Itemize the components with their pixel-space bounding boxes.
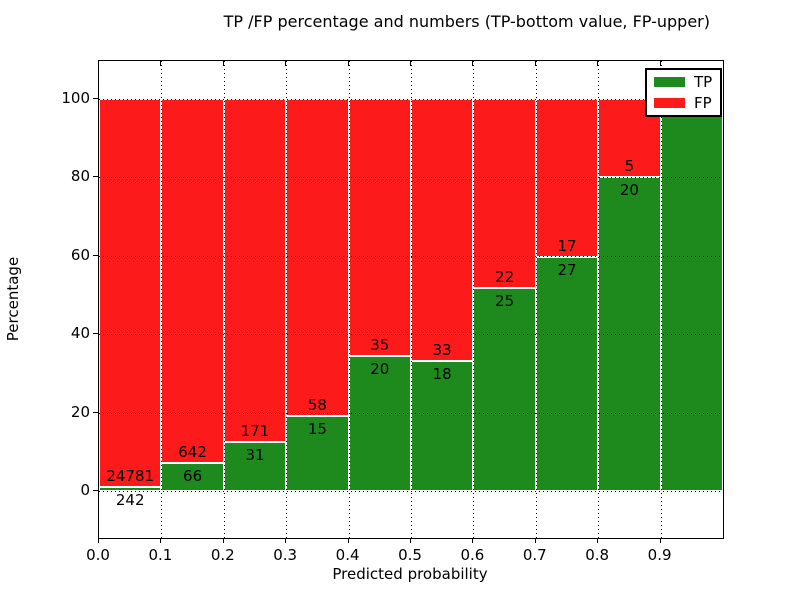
x-axis-label: Predicted probability [332, 565, 488, 583]
tp-count-label: 66 [183, 467, 203, 486]
tp-bar-segment [535, 256, 599, 491]
legend-item-fp: FP [654, 95, 720, 111]
tp-count-label: 15 [307, 420, 327, 439]
v-gridline [473, 61, 475, 538]
x-tick-label: 0.2 [210, 546, 235, 564]
fp-bar-segment [161, 99, 224, 464]
fp-count-label: 58 [307, 396, 327, 415]
y-tick-mark [93, 254, 98, 256]
legend-label-fp: FP [694, 93, 712, 112]
fp-bar-segment [99, 99, 162, 488]
h-gridline [99, 177, 723, 179]
x-tick-mark [160, 61, 162, 66]
fp-count-label: 17 [557, 236, 577, 255]
fp-count-label: 642 [178, 443, 207, 462]
plot-area: 24781 242 642 66 171 31 58 15 35 20 33 18 22 25 17 27 5 2… [98, 60, 724, 539]
x-tick-mark [285, 538, 287, 543]
y-tick-mark [93, 333, 98, 335]
v-gridline [223, 61, 225, 538]
y-tick-mark [93, 411, 98, 413]
x-tick-mark [410, 538, 411, 543]
x-tick-label: 0.0 [86, 546, 110, 564]
h-gridline [99, 255, 723, 257]
x-tick-label: 0.4 [335, 546, 360, 564]
tp-bar-segment [473, 287, 536, 491]
legend: TP FP [645, 68, 722, 117]
x-tick-mark [534, 538, 536, 543]
v-gridline [161, 61, 163, 538]
tp-count-label: 18 [432, 364, 452, 383]
x-tick-label: 0.1 [148, 546, 173, 564]
x-tick-mark [98, 538, 99, 543]
x-tick-mark [347, 61, 349, 66]
tp-count-label: 20 [370, 360, 390, 379]
y-tick-label: 100 [61, 89, 90, 107]
x-tick-mark [347, 538, 349, 543]
fp-count-label: 35 [370, 336, 390, 355]
x-tick-mark [160, 538, 162, 543]
x-tick-mark [222, 61, 224, 66]
chart-title-line1: TP /FP percentage and numbers (TP-bottom… [223, 12, 710, 31]
v-gridline [535, 61, 537, 538]
y-tick-label: 60 [70, 245, 90, 264]
tp-count-label: 242 [115, 491, 145, 510]
legend-label-tp: TP [694, 73, 713, 92]
v-gridline [660, 61, 662, 538]
fp-bar-segment [223, 99, 287, 442]
x-tick-mark [597, 61, 599, 66]
fp-swatch-icon [654, 97, 685, 108]
v-gridline [598, 61, 600, 538]
tp-count-label: 27 [557, 260, 577, 279]
v-gridline [411, 61, 412, 538]
tp-count-label: 31 [245, 445, 265, 464]
y-tick-label: 20 [70, 402, 90, 421]
fp-bar-segment [411, 99, 474, 361]
x-tick-mark [472, 61, 474, 66]
x-tick-mark [534, 61, 536, 66]
x-tick-label: 0.9 [647, 546, 672, 564]
legend-item-tp: TP [654, 74, 720, 90]
y-tick-mark [93, 98, 98, 99]
x-tick-mark [659, 61, 661, 66]
h-gridline [99, 334, 723, 336]
x-tick-label: 0.8 [585, 546, 610, 564]
x-tick-label: 0.5 [398, 546, 422, 564]
x-tick-mark [597, 538, 599, 543]
h-gridline [99, 412, 723, 414]
x-tick-mark [285, 61, 287, 66]
h-gridline [99, 99, 723, 100]
tp-bar-segment [348, 356, 411, 491]
v-gridline [286, 61, 288, 538]
fp-count-label: 22 [495, 267, 515, 286]
h-gridline [99, 491, 723, 492]
y-tick-label: 40 [70, 324, 90, 343]
fp-bar-segment [286, 99, 349, 417]
fp-count-label: 5 [624, 157, 635, 176]
tp-count-label: 20 [619, 181, 639, 200]
fp-count-label: 24781 [106, 467, 155, 486]
tp-count-label: 25 [495, 291, 515, 310]
x-tick-mark [472, 538, 474, 543]
x-tick-mark [222, 538, 224, 543]
y-tick-label: 0 [80, 481, 90, 499]
fp-count-label: 33 [432, 340, 452, 359]
tp-swatch-icon [654, 77, 685, 88]
tp-bar-segment [161, 463, 224, 491]
x-tick-label: 0.7 [522, 546, 547, 564]
x-tick-mark [410, 61, 411, 66]
fp-bar-segment [473, 99, 536, 288]
fp-count-label: 171 [240, 421, 270, 440]
x-tick-mark [659, 538, 661, 543]
y-tick-mark [93, 490, 98, 491]
fp-bar-segment [348, 99, 411, 357]
tp-bar-segment [99, 487, 162, 491]
x-tick-label: 0.3 [273, 546, 298, 564]
y-tick-label: 80 [70, 167, 90, 186]
tp-bar-segment [660, 99, 723, 491]
v-gridline [348, 61, 350, 538]
y-axis-label: Percentage [4, 256, 22, 342]
y-tick-mark [93, 176, 98, 178]
x-tick-label: 0.6 [460, 546, 485, 564]
